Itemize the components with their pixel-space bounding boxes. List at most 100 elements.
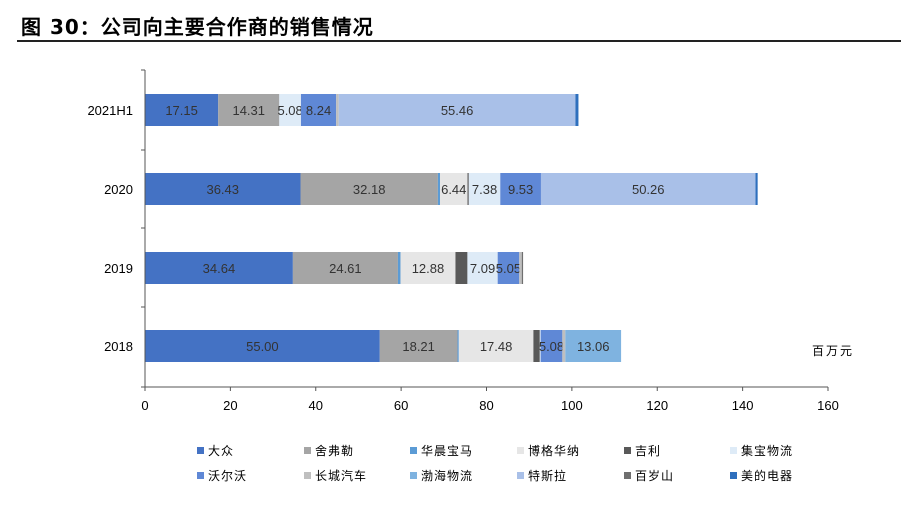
- legend-item: 长城汽车: [304, 467, 367, 484]
- bar-segment: [300, 94, 337, 126]
- bar-segment: [521, 252, 524, 284]
- legend-label: 集宝物流: [741, 444, 794, 458]
- legend-label: 长城汽车: [315, 469, 368, 483]
- data-label: 5.08: [539, 339, 564, 354]
- data-label: 12.88: [412, 261, 445, 276]
- legend-swatch: [730, 447, 737, 454]
- bar-segment: [379, 330, 458, 362]
- bar-segment: [145, 94, 219, 126]
- legend-swatch: [304, 447, 311, 454]
- x-tick-label: 100: [561, 398, 583, 413]
- legend-swatch: [517, 447, 524, 454]
- legend-item: 舍弗勒: [304, 442, 354, 459]
- bar-segment: [292, 252, 398, 284]
- data-label: 17.15: [165, 103, 198, 118]
- legend-swatch: [624, 472, 631, 479]
- legend-swatch: [624, 447, 631, 454]
- bar-segment: [455, 252, 468, 284]
- legend-label: 舍弗勒: [315, 444, 355, 458]
- bar-segment: [338, 94, 576, 126]
- data-label: 7.09: [470, 261, 495, 276]
- legend-label: 博格华纳: [528, 444, 581, 458]
- legend-swatch: [304, 472, 311, 479]
- x-tick-label: 60: [394, 398, 408, 413]
- data-label: 13.06: [577, 339, 610, 354]
- legend-item: 沃尔沃: [197, 467, 247, 484]
- bar-segment: [145, 330, 380, 362]
- bar-segment: [540, 330, 563, 362]
- legend-item: 特斯拉: [517, 467, 567, 484]
- bar-segment: [397, 252, 401, 284]
- bar-segment: [519, 252, 522, 284]
- legend-swatch: [197, 447, 204, 454]
- legend-swatch: [410, 447, 417, 454]
- figure-title-bar: 图 30：公司向主要合作商的销售情况: [17, 6, 901, 42]
- data-label: 6.44: [441, 182, 466, 197]
- x-tick-label: 140: [732, 398, 754, 413]
- bar-segment: [145, 173, 301, 205]
- bar-segment: [145, 252, 293, 284]
- bar-segment: [755, 173, 758, 205]
- legend-label: 百岁山: [635, 469, 675, 483]
- legend-item: 美的电器: [730, 467, 793, 484]
- category-label: 2018: [104, 339, 133, 354]
- x-tick-label: 160: [817, 398, 839, 413]
- bar-segment: [458, 330, 534, 362]
- data-label: 24.61: [329, 261, 362, 276]
- x-tick-label: 0: [141, 398, 148, 413]
- legend-item: 大众: [197, 442, 234, 459]
- bar-segment: [300, 173, 438, 205]
- legend-item: 百岁山: [624, 467, 674, 484]
- category-label: 2021H1: [87, 103, 133, 118]
- bar-segment: [218, 94, 280, 126]
- bar-segment: [437, 173, 441, 205]
- category-label: 2019: [104, 261, 133, 276]
- bar-segment: [575, 94, 579, 126]
- legend-label: 华晨宝马: [421, 444, 474, 458]
- data-label: 14.31: [232, 103, 265, 118]
- legend-label: 渤海物流: [421, 469, 474, 483]
- bar-segment: [539, 330, 541, 362]
- bar-segment: [467, 173, 469, 205]
- legend-swatch: [517, 472, 524, 479]
- legend-label: 美的电器: [741, 469, 794, 483]
- data-label: 5.08: [277, 103, 302, 118]
- legend-swatch: [410, 472, 417, 479]
- legend-item: 博格华纳: [517, 442, 580, 459]
- legend-swatch: [730, 472, 737, 479]
- data-label: 9.53: [508, 182, 533, 197]
- legend-item: 渤海物流: [410, 467, 473, 484]
- legend-item: 吉利: [624, 442, 661, 459]
- data-label: 36.43: [206, 182, 239, 197]
- bar-segment: [565, 330, 622, 362]
- bar-segment: [440, 173, 468, 205]
- bar-segment: [336, 94, 339, 126]
- figure-title: 图 30：公司向主要合作商的销售情况: [21, 15, 374, 39]
- bar-segment: [562, 330, 566, 362]
- x-tick-label: 80: [479, 398, 493, 413]
- bar-segment: [497, 252, 520, 284]
- data-label: 50.26: [632, 182, 665, 197]
- data-label: 18.21: [402, 339, 435, 354]
- data-label: 7.38: [472, 182, 497, 197]
- data-label: 34.64: [203, 261, 236, 276]
- data-label: 5.05: [496, 261, 521, 276]
- bar-segment: [457, 330, 459, 362]
- bar-segment: [279, 94, 301, 126]
- data-label: 55.00: [246, 339, 279, 354]
- legend-label: 特斯拉: [528, 469, 568, 483]
- bar-segment: [400, 252, 456, 284]
- x-tick-label: 120: [646, 398, 668, 413]
- x-tick-label: 40: [309, 398, 323, 413]
- x-tick-label: 20: [223, 398, 237, 413]
- bar-segment: [468, 173, 501, 205]
- bar-segment: [533, 330, 540, 362]
- bar-segment: [467, 252, 498, 284]
- data-label: 17.48: [480, 339, 513, 354]
- legend-item: 华晨宝马: [410, 442, 473, 459]
- bar-segment: [540, 173, 756, 205]
- bar-segment: [500, 173, 541, 205]
- legend-label: 沃尔沃: [208, 469, 248, 483]
- category-label: 2020: [104, 182, 133, 197]
- data-label: 55.46: [441, 103, 474, 118]
